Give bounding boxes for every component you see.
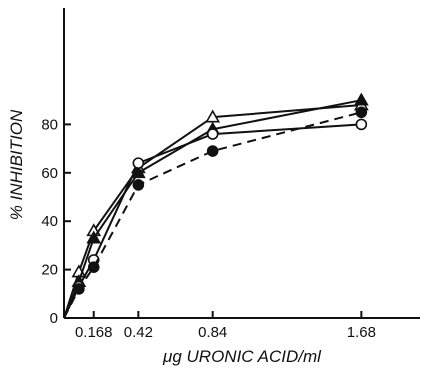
data-point (132, 179, 145, 191)
x-tick-label: 1.68 (347, 324, 376, 341)
data-point (206, 145, 219, 157)
data-point (355, 118, 368, 131)
y-tick-label: 40 (41, 213, 58, 230)
x-tick-label: 0.168 (75, 324, 113, 341)
x-tick-label: 0.42 (124, 324, 153, 341)
series-filled-circle (63, 106, 368, 319)
series-line (63, 111, 362, 319)
y-tick-label: 0 (50, 310, 58, 327)
axes (63, 8, 420, 319)
y-axis-label: % INHIBITION (7, 109, 26, 220)
data-point (86, 230, 102, 244)
data-point (73, 283, 85, 295)
data-point (353, 92, 369, 106)
data-point (87, 261, 100, 273)
x-axis-label: μg URONIC ACID/ml (162, 347, 322, 366)
data-point (132, 157, 145, 169)
y-tick-label: 20 (41, 262, 58, 279)
y-tick-label: 80 (41, 116, 58, 133)
data-point (130, 165, 146, 179)
x-tick-label: 0.84 (198, 324, 227, 341)
data-point (355, 106, 368, 119)
data-point (206, 128, 219, 140)
y-tick-label: 60 (41, 165, 58, 182)
series-group (63, 92, 369, 319)
ticks: 0 20 40 60 80 0.168 0.42 0.84 1.68 (41, 116, 376, 341)
